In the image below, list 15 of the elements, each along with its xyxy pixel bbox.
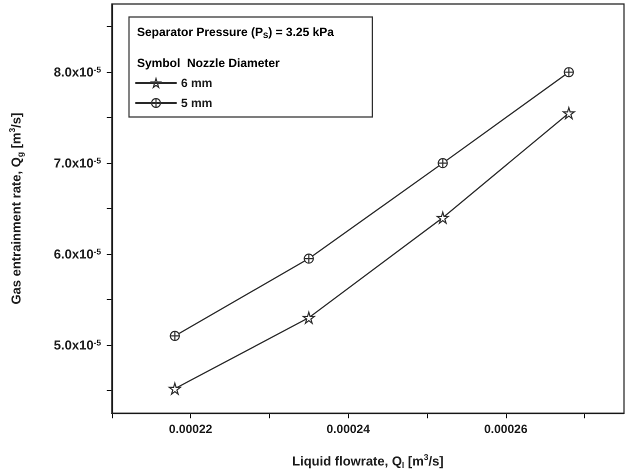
y-axis-title: Gas entrainment rate, Qg [m3/s] [7, 112, 25, 305]
point [564, 67, 574, 78]
x-tick-label: 0.00024 [326, 422, 370, 436]
point [436, 212, 449, 224]
point [304, 254, 314, 264]
legend-label: 6 mm [181, 76, 212, 90]
point [562, 107, 575, 120]
point [170, 330, 180, 342]
legend-label: 5 mm [181, 96, 212, 110]
annotation: Symbol Nozzle Diameter [137, 56, 280, 70]
x-tick-label: 0.00026 [484, 422, 528, 436]
point [438, 158, 448, 168]
point [302, 312, 315, 324]
x-tick-label: 0.00022 [168, 422, 213, 436]
point [168, 382, 181, 395]
